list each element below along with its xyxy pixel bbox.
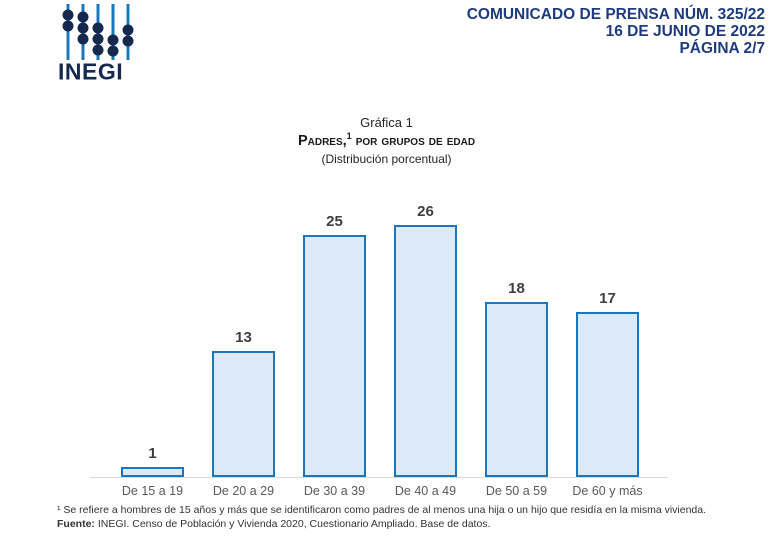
x-axis-tick-label: De 40 a 49 bbox=[394, 484, 457, 498]
inegi-wordmark: INEGI bbox=[58, 58, 124, 85]
chart-title-suffix: por grupos de edad bbox=[351, 132, 476, 149]
x-axis-line bbox=[90, 477, 668, 478]
chart-title: Padres,1 por grupos de edad bbox=[0, 131, 773, 149]
bar-value-label: 13 bbox=[235, 329, 252, 346]
bar-value-label: 25 bbox=[326, 213, 343, 230]
x-axis-tick-label: De 60 y más bbox=[572, 484, 643, 498]
bar-group: 25 De 30 a 39 bbox=[289, 187, 380, 498]
bar bbox=[394, 225, 457, 477]
bar bbox=[576, 312, 639, 477]
press-header-date: 16 DE JUNIO DE 2022 bbox=[605, 23, 765, 40]
footnotes: ¹ Se refiere a hombres de 15 años y más … bbox=[57, 504, 762, 531]
x-axis-tick-label: De 50 a 59 bbox=[485, 484, 548, 498]
inegi-abacus-icon bbox=[62, 4, 134, 60]
source-note: Fuente: INEGI. Censo de Población y Vivi… bbox=[57, 518, 762, 532]
bar-group: 26 De 40 a 49 bbox=[380, 187, 471, 498]
bar-group: 17 De 60 y más bbox=[562, 187, 653, 498]
bar bbox=[212, 351, 275, 477]
source-label: Fuente: bbox=[57, 517, 95, 530]
x-axis-tick-label: De 15 a 19 bbox=[121, 484, 184, 498]
source-text: INEGI. Censo de Población y Vivienda 202… bbox=[94, 517, 491, 530]
bar-value-label: 17 bbox=[599, 290, 616, 307]
bar-value-label: 18 bbox=[508, 280, 525, 297]
bar-group: 18 De 50 a 59 bbox=[471, 187, 562, 498]
chart-number-label: Gráfica 1 bbox=[360, 115, 413, 130]
bar-value-label: 26 bbox=[417, 203, 434, 220]
bar-group: 13 De 20 a 29 bbox=[198, 187, 289, 498]
bar-chart: 1 De 15 a 19 13 De 20 a 29 25 De 30 a 39 26 De … bbox=[90, 187, 668, 498]
press-release-header: COMUNICADO DE PRENSA NÚM. 325/22 16 DE J… bbox=[467, 6, 765, 57]
press-header-page-number: PÁGINA 2/7 bbox=[679, 40, 765, 57]
x-axis-tick-label: De 20 a 29 bbox=[212, 484, 275, 498]
bar bbox=[121, 467, 184, 477]
inegi-logo: INEGI bbox=[58, 4, 142, 85]
bar bbox=[303, 235, 366, 477]
chart-title-footnote-ref: 1 bbox=[346, 131, 352, 141]
chart-subtitle: (Distribución porcentual) bbox=[321, 152, 452, 166]
bar-group: 1 De 15 a 19 bbox=[107, 187, 198, 498]
bar bbox=[485, 302, 548, 477]
chart-title-prefix: Padres, bbox=[297, 132, 347, 149]
press-header-line1: COMUNICADO DE PRENSA NÚM. 325/22 bbox=[466, 6, 765, 23]
footnote-1: ¹ Se refiere a hombres de 15 años y más … bbox=[57, 504, 707, 516]
x-axis-tick-label: De 30 a 39 bbox=[303, 484, 366, 498]
bar-value-label: 1 bbox=[148, 445, 157, 462]
